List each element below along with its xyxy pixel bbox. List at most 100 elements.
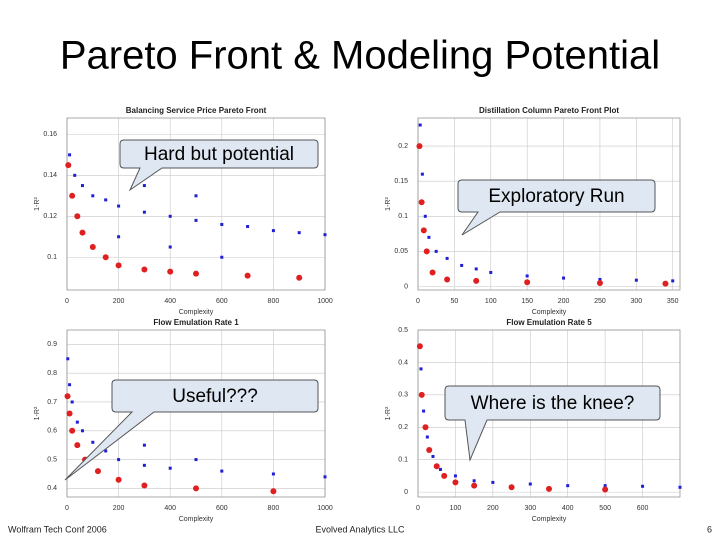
scatter-point (566, 484, 570, 488)
x-tick-label: 200 (487, 505, 499, 512)
scatter-point (296, 274, 303, 281)
scatter-point (297, 231, 301, 235)
slide-title: Pareto Front & Modeling Potential (60, 34, 660, 78)
scatter-point (418, 199, 425, 206)
scatter-point (422, 424, 429, 431)
x-tick-label: 500 (599, 505, 611, 512)
y-tick-label: 0.15 (394, 178, 408, 185)
scatter-point (142, 184, 146, 188)
scatter-point (193, 270, 199, 277)
callout-bubble (457, 179, 656, 236)
x-tick-label: 0 (416, 298, 420, 305)
scatter-point (115, 476, 122, 483)
y-tick-label: 0.16 (43, 131, 57, 138)
x-tick-label: 600 (637, 505, 649, 512)
scatter-point (194, 194, 198, 198)
x-tick-label: 300 (524, 505, 536, 512)
scatter-point (562, 276, 566, 280)
scatter-point (508, 484, 515, 491)
scatter-point (68, 383, 72, 387)
scatter-point (474, 267, 478, 271)
plot-frame (417, 329, 681, 498)
scatter-point (426, 446, 433, 453)
callout: Where is the knee? (444, 385, 661, 462)
scatter-point (452, 479, 459, 486)
scatter-point (117, 204, 121, 208)
x-tick-label: 600 (216, 505, 228, 512)
scatter-point (427, 235, 431, 239)
scatter-point (68, 153, 72, 157)
y-tick-label: 0 (404, 489, 408, 496)
scatter-point (434, 249, 438, 253)
scatter-point (73, 173, 77, 177)
scatter-point (471, 482, 478, 489)
scatter-point (244, 272, 251, 279)
scatter-point (429, 269, 436, 276)
scatter-point (634, 278, 638, 282)
x-axis-label: Complexity (532, 516, 567, 523)
y-tick-label: 0.1 (398, 457, 408, 464)
scatter-point (433, 463, 440, 470)
scatter-point (438, 467, 442, 471)
callout-text: Where is the knee? (471, 393, 635, 414)
scatter-point (220, 255, 224, 259)
scatter-point (489, 270, 493, 274)
scatter-point (70, 400, 74, 404)
scatter-point (418, 123, 422, 127)
x-tick-label: 100 (450, 505, 462, 512)
x-tick-label: 600 (216, 298, 228, 305)
scatter-point (546, 485, 552, 492)
scatter-point (473, 277, 480, 284)
y-tick-label: 0.2 (398, 424, 408, 431)
x-tick-label: 150 (521, 298, 533, 305)
callout-bubble (444, 385, 661, 462)
x-tick-label: 0 (65, 505, 69, 512)
chart-title: Flow Emulation Rate 5 (506, 318, 592, 327)
scatter-point (65, 162, 72, 169)
y-tick-label: 0.12 (43, 213, 57, 220)
scatter-point (418, 391, 425, 398)
scatter-point (141, 266, 148, 273)
scatter-point (91, 194, 95, 198)
x-tick-label: 0 (65, 298, 69, 305)
x-tick-label: 200 (113, 298, 125, 305)
scatter-point (453, 474, 457, 478)
x-tick-label: 0 (416, 505, 420, 512)
scatter-point (671, 279, 675, 283)
scatter-point (66, 410, 73, 417)
callout-text: Hard but potential (144, 144, 294, 165)
scatter-point (115, 262, 122, 269)
callout-text: Useful??? (172, 386, 258, 407)
y-tick-label: 0.5 (47, 456, 57, 463)
scatter-point (423, 248, 430, 255)
scatter-point (74, 213, 81, 220)
scatter-point (420, 227, 427, 234)
y-axis-label: 1-R² (34, 406, 41, 420)
scatter-point (64, 393, 71, 400)
callout: Useful??? (64, 379, 319, 481)
plot-frame (66, 117, 326, 291)
x-tick-label: 50 (450, 298, 458, 305)
footer-right: 6 (707, 524, 712, 534)
x-tick-label: 800 (268, 505, 280, 512)
chart-title: Distillation Column Pareto Front Plot (479, 106, 619, 115)
scatter-point (168, 214, 172, 218)
scatter-point (75, 420, 79, 424)
scatter-point (441, 472, 448, 479)
x-tick-label: 400 (164, 298, 176, 305)
callout-text: Exploratory Run (488, 186, 624, 207)
scatter-point (603, 484, 607, 488)
scatter-point (416, 143, 423, 150)
x-tick-label: 300 (630, 298, 642, 305)
x-tick-label: 200 (113, 505, 125, 512)
scatter-point (102, 254, 109, 261)
scatter-point (142, 210, 146, 214)
scatter-point (472, 479, 476, 483)
scatter-point (491, 480, 495, 484)
y-axis-label: 1-R² (385, 406, 392, 420)
scatter-point (66, 357, 70, 361)
scatter-point (323, 475, 327, 479)
x-axis-label: Complexity (179, 516, 214, 523)
scatter-point (89, 244, 96, 250)
